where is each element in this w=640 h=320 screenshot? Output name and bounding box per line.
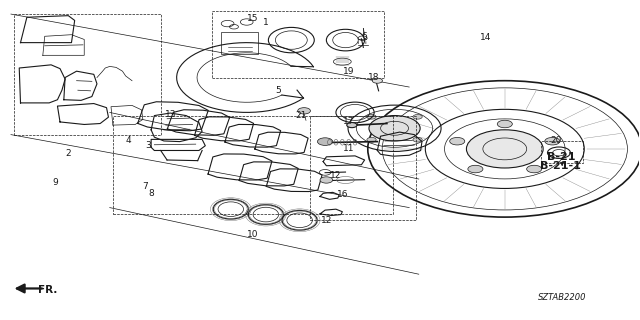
Text: 2: 2 — [65, 149, 71, 158]
Text: 11: 11 — [343, 144, 355, 153]
Circle shape — [347, 123, 357, 128]
Text: 12: 12 — [321, 216, 332, 225]
Text: 9: 9 — [52, 178, 58, 187]
Text: 7: 7 — [142, 182, 148, 191]
Text: 19: 19 — [343, 67, 355, 76]
Text: 5: 5 — [276, 86, 282, 95]
Text: 6: 6 — [362, 32, 367, 41]
Text: 13: 13 — [164, 109, 176, 118]
Text: 3: 3 — [145, 141, 151, 150]
Circle shape — [317, 138, 333, 145]
Text: 10: 10 — [247, 230, 259, 239]
Bar — [113, 116, 394, 214]
Bar — [212, 11, 384, 77]
Circle shape — [467, 130, 543, 168]
Circle shape — [372, 78, 383, 83]
Text: FR.: FR. — [38, 285, 58, 295]
Circle shape — [367, 137, 376, 142]
Circle shape — [367, 115, 376, 119]
Circle shape — [468, 165, 483, 173]
Bar — [310, 116, 415, 220]
Bar — [221, 32, 258, 54]
Text: 8: 8 — [148, 189, 154, 198]
Text: 1: 1 — [263, 18, 269, 27]
Circle shape — [413, 137, 422, 142]
Text: SZTAB2200: SZTAB2200 — [538, 292, 586, 301]
Circle shape — [545, 138, 560, 145]
Circle shape — [450, 138, 465, 145]
Text: 16: 16 — [337, 190, 348, 199]
Circle shape — [413, 115, 422, 119]
Circle shape — [320, 177, 333, 183]
Text: 21: 21 — [295, 111, 307, 120]
Text: 17: 17 — [343, 117, 355, 126]
Text: 18: 18 — [369, 73, 380, 82]
Circle shape — [298, 108, 310, 114]
Text: 14: 14 — [480, 33, 492, 42]
Text: B-21-1: B-21-1 — [540, 161, 581, 171]
Text: 15: 15 — [247, 14, 259, 23]
Bar — [541, 141, 582, 163]
Bar — [14, 14, 161, 135]
Circle shape — [497, 120, 513, 128]
Text: B-21: B-21 — [547, 152, 575, 162]
Text: 4: 4 — [126, 136, 132, 146]
Text: 20: 20 — [550, 136, 561, 146]
Circle shape — [527, 165, 541, 173]
Circle shape — [369, 116, 420, 141]
Text: 12: 12 — [330, 172, 342, 180]
